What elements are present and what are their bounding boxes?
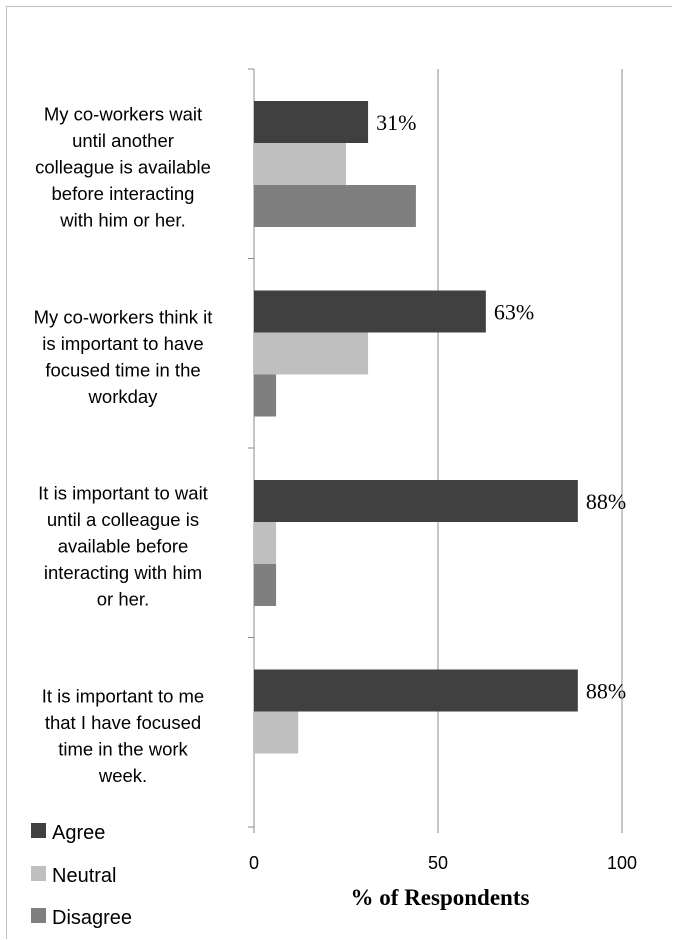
bar-neutral-2 (254, 332, 369, 375)
category-label-line: focused time in the (45, 359, 200, 380)
legend-swatch-agree (31, 823, 46, 838)
bar-disagree-2 (254, 374, 277, 417)
chart: 31% My co-workers wait until another collea… (6, 6, 672, 939)
category-label-line: or her. (97, 589, 149, 610)
bar-agree-3 (254, 480, 578, 522)
category-label-3: It is important to wait until a colleague… (38, 483, 208, 610)
bar-disagree-3 (254, 564, 277, 606)
category-label-line: colleague is available (35, 157, 211, 178)
data-label-1: 31% (376, 110, 416, 135)
bar-agree-1 (254, 101, 369, 143)
category-label-line: until another (72, 130, 174, 151)
category-label-2: My co-workers think it is important to ha… (34, 306, 213, 407)
category-label-line: available before (58, 536, 189, 557)
category-label-1: My co-workers wait until another colleague… (35, 104, 211, 231)
legend-swatch-disagree (31, 908, 46, 923)
legend-swatch-neutral (31, 866, 46, 881)
data-label-2: 63% (494, 300, 534, 325)
category-label-4: It is important to me that I have focused… (42, 685, 204, 786)
category-label-line: is important to have (42, 333, 203, 354)
category-label-line: It is important to wait (38, 483, 208, 504)
bar-neutral-3 (254, 522, 277, 564)
x-axis-title: % of Respondents (351, 885, 530, 910)
legend-label-disagree: Disagree (52, 907, 132, 929)
data-label-4: 88% (586, 679, 626, 704)
category-label-line: until a colleague is (47, 509, 199, 530)
category-label-line: with him or her. (59, 210, 185, 231)
x-tick-label-50: 50 (428, 853, 448, 873)
category-label-line: My co-workers think it (34, 306, 213, 327)
bar-disagree-1 (254, 185, 416, 227)
data-label-3: 88% (586, 489, 626, 514)
category-label-line: time in the work (58, 738, 188, 759)
bar-neutral-1 (254, 143, 346, 185)
bar-chart-svg: 31% My co-workers wait until another collea… (31, 68, 637, 929)
category-label-line: My co-workers wait (44, 104, 202, 125)
category-label-line: that I have focused (45, 712, 201, 733)
bar-neutral-4 (254, 711, 299, 754)
legend-label-agree: Agree (52, 822, 105, 844)
bar-agree-4 (254, 669, 578, 712)
category-label-line: workday (88, 386, 159, 407)
category-label-line: It is important to me (42, 685, 204, 706)
category-label-line: before interacting (52, 183, 195, 204)
category-label-line: interacting with him (44, 562, 202, 583)
x-tick-label-0: 0 (249, 853, 259, 873)
bar-agree-2 (254, 290, 486, 333)
category-label-line: week. (98, 765, 147, 786)
x-tick-label-100: 100 (607, 853, 637, 873)
legend-label-neutral: Neutral (52, 865, 116, 887)
